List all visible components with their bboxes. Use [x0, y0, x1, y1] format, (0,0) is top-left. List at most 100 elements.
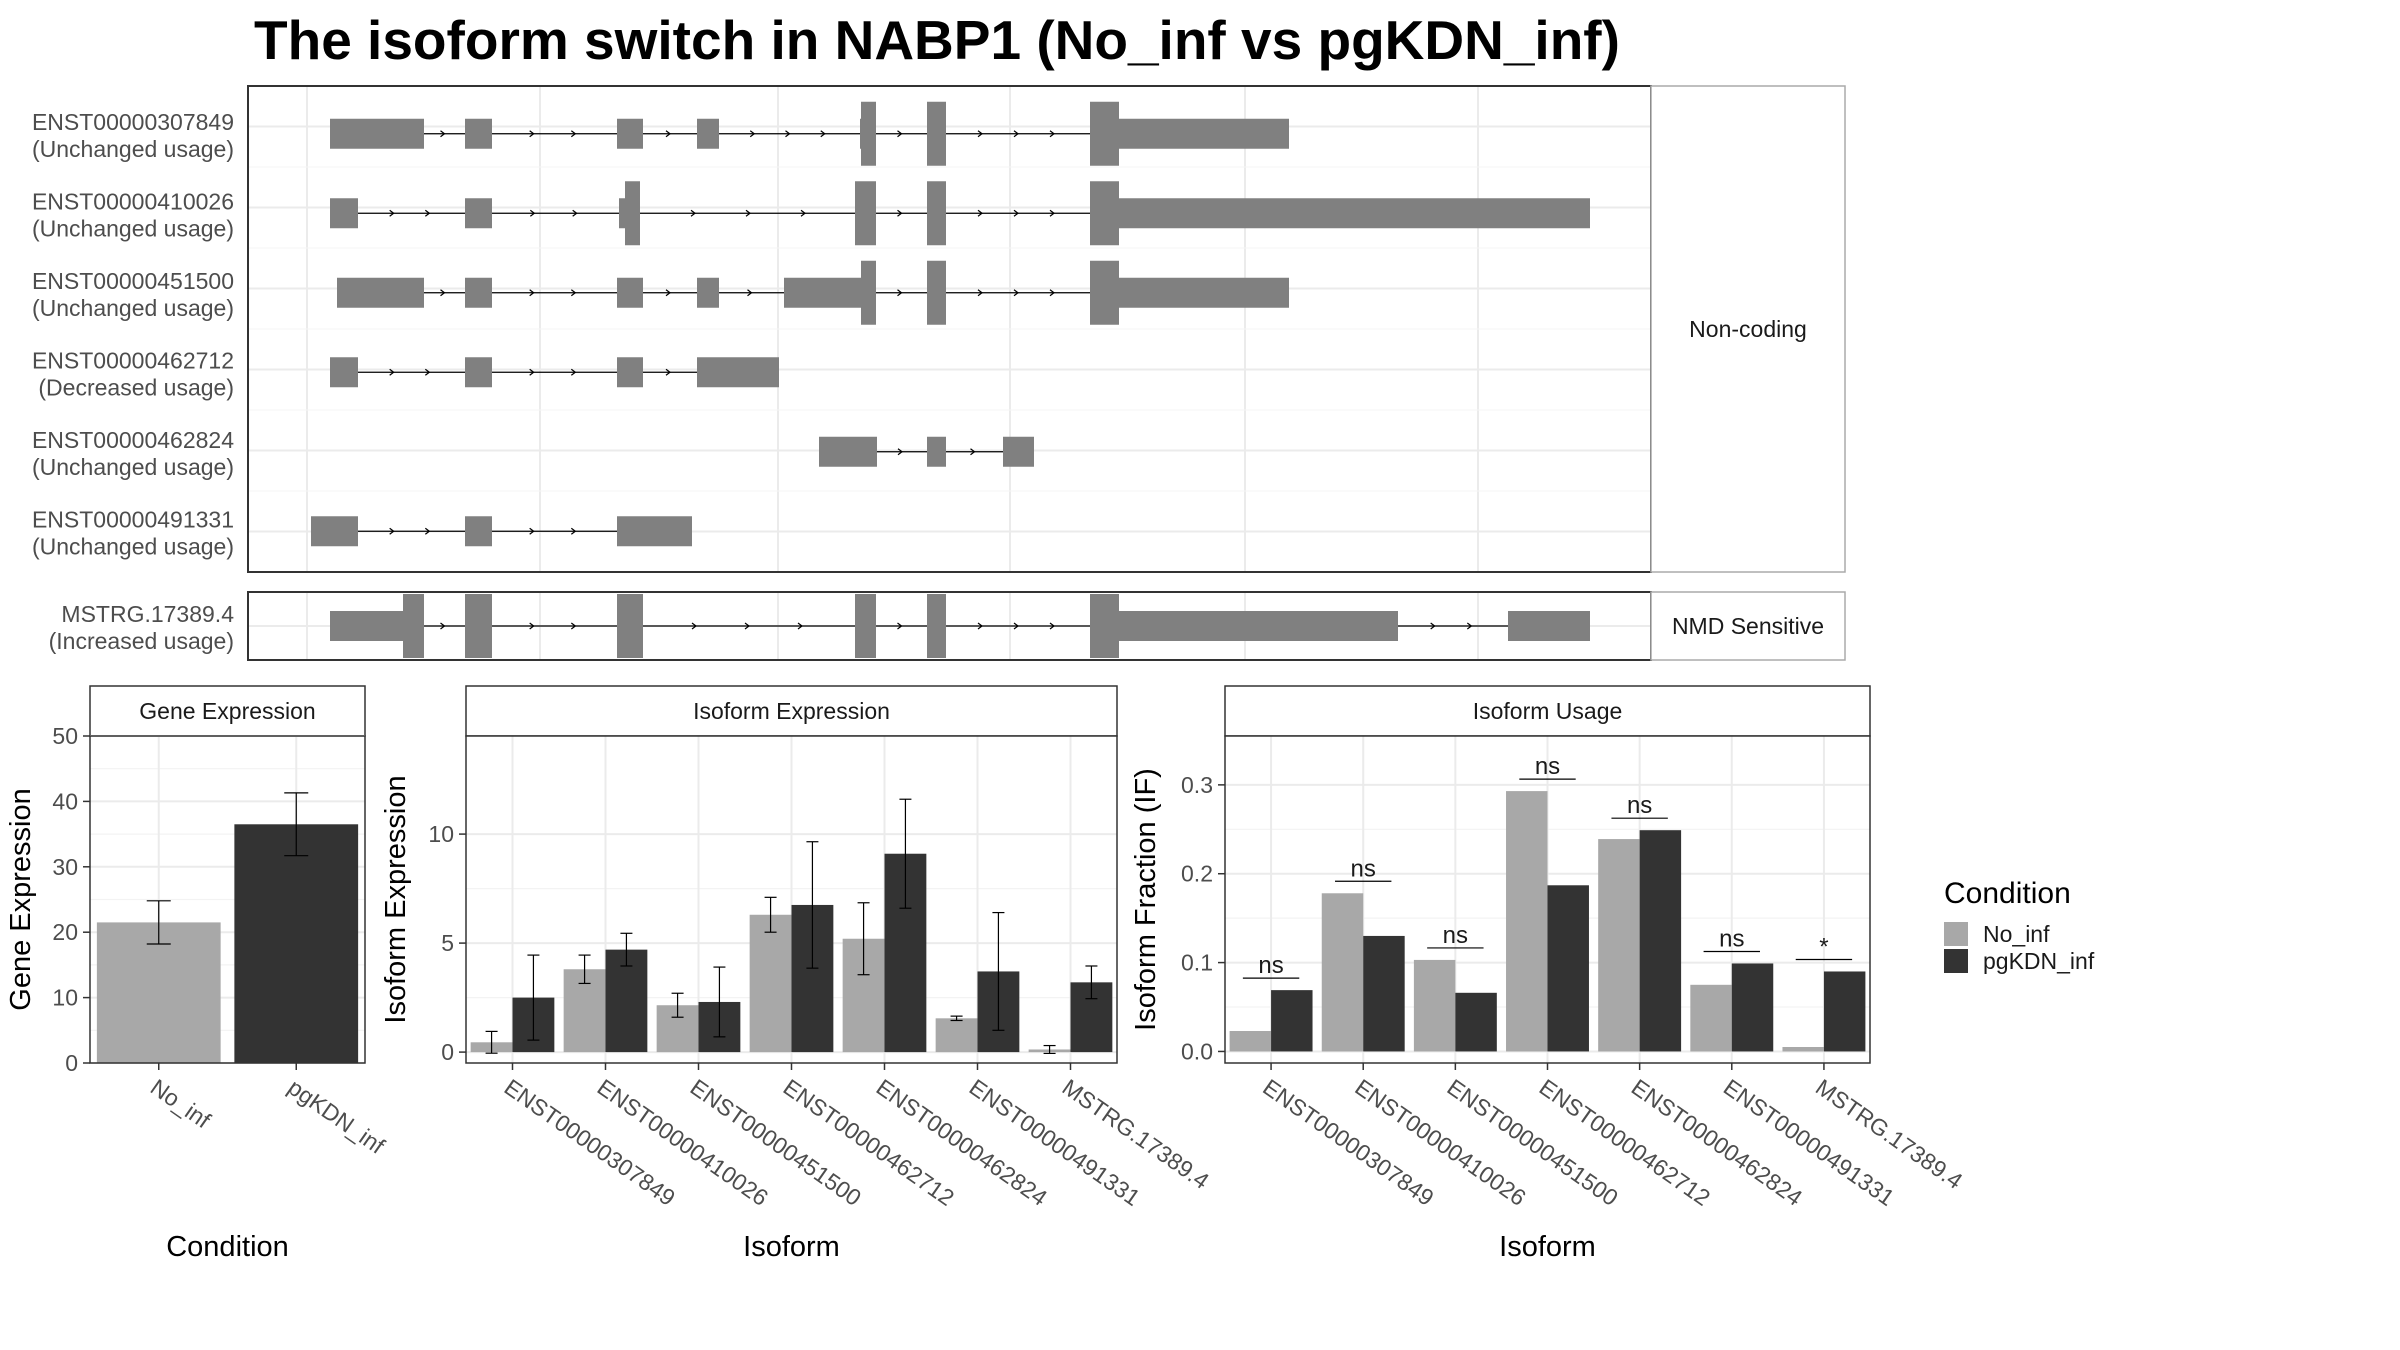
x-tick-label: ENST00000491331 [965, 1074, 1145, 1211]
intron-arrow [529, 289, 535, 297]
bar [1731, 963, 1774, 1052]
x-tick-label: ENST00000451500 [686, 1074, 866, 1211]
exon [465, 277, 492, 308]
transcript-ENST00000491331: ENST00000491331 (Unchanged usage) [32, 506, 692, 559]
exon-coding [403, 594, 424, 658]
exon [617, 357, 643, 388]
exon [337, 277, 424, 308]
exon [311, 516, 358, 547]
bar [1598, 839, 1640, 1052]
bar [1271, 990, 1313, 1052]
bar [605, 949, 648, 1053]
exon-coding [855, 594, 876, 658]
exon [330, 118, 424, 149]
significance-label: ns [1443, 922, 1468, 949]
transcript-label: ENST00000451500 (Unchanged usage) [32, 268, 234, 321]
intron-arrow [529, 209, 536, 217]
bar [749, 914, 792, 1053]
y-tick-label: 10 [52, 985, 78, 1011]
intron-arrow [1049, 289, 1055, 297]
bar [1321, 893, 1364, 1052]
y-tick-label: 50 [52, 723, 78, 749]
transcript-usage: (Unchanged usage) [32, 136, 234, 162]
intron-arrow [820, 130, 826, 138]
exon [465, 357, 492, 388]
transcript-id: ENST00000491331 [32, 506, 234, 532]
transcript-label: ENST00000491331 (Unchanged usage) [32, 506, 234, 559]
transcript-ENST00000462824: ENST00000462824 (Unchanged usage) [32, 427, 1034, 480]
exon [617, 118, 643, 149]
intron-arrow [389, 368, 395, 376]
panel-title: Gene Expression [139, 698, 315, 724]
exon [784, 277, 876, 308]
x-tick-label: ENST00000462824 [1627, 1074, 1808, 1211]
intron-arrow [665, 368, 671, 376]
x-axis-title: Condition [166, 1231, 289, 1263]
chart-title: The isoform switch in NABP1 (No_inf vs p… [254, 9, 1620, 71]
legend-swatch [1944, 922, 1968, 946]
bar [1823, 971, 1866, 1052]
panel-title: Isoform Usage [1473, 698, 1623, 724]
intron-arrow [1013, 130, 1019, 138]
x-axis-title: Isoform [1499, 1231, 1596, 1263]
intron-arrow [570, 368, 577, 376]
bar [1455, 992, 1497, 1052]
intron-arrow [897, 130, 903, 138]
x-axis-title: Isoform [743, 1231, 840, 1263]
intron-arrow [440, 130, 446, 138]
gene-expression-panel: Gene Expression 0 10 20 30 40 50 No_inf pgKDN_in… [5, 685, 390, 1263]
intron-arrow [977, 130, 983, 138]
transcript-ENST00000307849: ENST00000307849 (Unchanged usage) [32, 101, 1289, 166]
intron-arrow [977, 289, 983, 297]
transcript-label: ENST00000462712 (Decreased usage) [32, 347, 234, 400]
intron-arrow [529, 130, 535, 138]
exon [1508, 611, 1590, 641]
legend-label: No_inf [1983, 921, 2050, 947]
transcript-usage: (Increased usage) [49, 628, 234, 654]
intron-arrow [797, 622, 803, 630]
exon-coding [1090, 594, 1119, 658]
bar [1639, 830, 1682, 1052]
intron-arrow [665, 130, 671, 138]
exon-coding [861, 260, 876, 325]
exon-coding [1090, 260, 1119, 325]
y-axis-title: Isoform Fraction (IF) [1130, 768, 1162, 1031]
y-tick-label: 0 [65, 1050, 78, 1076]
intron-arrow [665, 289, 671, 297]
y-tick-label: 40 [52, 788, 78, 814]
intron-arrow [1430, 622, 1436, 630]
x-tick-label: ENST00000307849 [1258, 1074, 1438, 1211]
intron-arrow [1049, 622, 1055, 630]
panel-strip [89, 685, 366, 737]
bar [1229, 1031, 1272, 1052]
intron-arrow [747, 289, 753, 297]
intron-arrow [570, 622, 577, 630]
exon [465, 516, 492, 547]
exon [617, 277, 643, 308]
y-tick-label: 0.1 [1181, 950, 1213, 976]
exon [1090, 118, 1289, 149]
x-tick-label: ENST00000462712 [779, 1074, 959, 1211]
intron-arrow [570, 289, 577, 297]
y-tick-label: 10 [428, 821, 454, 847]
transcript-label: ENST00000410026 (Unchanged usage) [32, 188, 234, 241]
isoform-expression-panel: Isoform Expression0510ENST00000307849ENS… [380, 685, 1214, 1263]
transcript-id: ENST00000451500 [32, 268, 234, 294]
legend-label: pgKDN_inf [1983, 948, 2095, 974]
significance-label: ns [1719, 925, 1744, 952]
exon [1090, 611, 1398, 641]
transcript-id: ENST00000462824 [32, 427, 234, 453]
bar [1547, 885, 1589, 1052]
intron-arrow [1466, 622, 1473, 630]
intron-arrow [1049, 130, 1055, 138]
exon [697, 277, 719, 308]
exon-coding [1090, 101, 1119, 166]
x-tick-label: ENST00000307849 [500, 1074, 680, 1211]
exon [465, 198, 492, 229]
transcript-usage: (Decreased usage) [38, 374, 234, 400]
transcript-label: ENST00000307849 (Unchanged usage) [32, 109, 234, 162]
significance-label: * [1819, 933, 1828, 960]
exon-coding [855, 181, 876, 246]
x-tick-label: MSTRG.17389.4 [1811, 1074, 1967, 1194]
